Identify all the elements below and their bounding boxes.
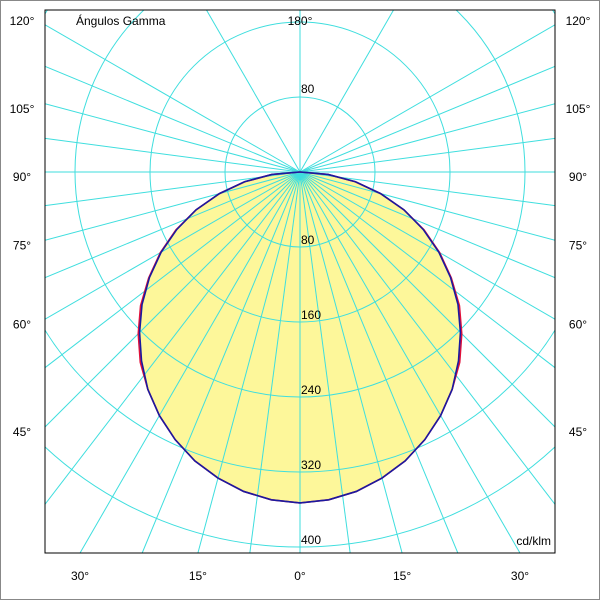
plot-border <box>44 9 556 554</box>
r-tick-label: 80 <box>301 82 315 96</box>
spoke-tick <box>45 171 301 320</box>
unit-label: cd/klm <box>516 534 551 548</box>
labels: 80 160 240 320 400 80 0° 15° 15° 30° 30° 45° 45° 60° 6… <box>10 14 591 583</box>
angle-tick-label: 180° <box>288 14 313 28</box>
spoke-tick <box>197 171 301 553</box>
angle-tick-label: 15° <box>189 569 207 583</box>
r-tick-label: 160 <box>301 308 321 322</box>
angle-tick-label: 75° <box>13 238 31 252</box>
intensity-curve <box>138 171 301 504</box>
curves <box>137 171 463 504</box>
r-tick-label: 320 <box>301 458 321 472</box>
spoke <box>299 10 394 173</box>
r-tick-label: 400 <box>301 533 321 547</box>
spoke <box>45 137 301 173</box>
angle-tick-label: 30° <box>71 569 89 583</box>
angle-tick-label: 0° <box>294 569 306 583</box>
intensity-curve <box>299 171 462 504</box>
angle-tick-label: 120° <box>566 14 591 28</box>
angle-tick-label: 90° <box>13 170 31 184</box>
spoke-tick <box>299 103 555 173</box>
spoke <box>141 171 301 553</box>
spoke-tick <box>45 171 301 241</box>
spoke <box>45 171 301 279</box>
spoke-tick <box>45 171 301 428</box>
spoke-tick <box>45 24 301 173</box>
spoke <box>299 65 555 173</box>
spoke <box>45 65 301 173</box>
spoke <box>206 10 301 173</box>
angle-tick-label: 60° <box>13 317 31 331</box>
spoke-tick <box>299 171 555 241</box>
spoke <box>45 171 301 369</box>
spoke <box>299 171 555 369</box>
spoke <box>299 137 555 173</box>
spoke-tick <box>299 171 521 553</box>
spoke <box>299 171 459 553</box>
angle-tick-label: 105° <box>10 102 35 116</box>
r-tick-label: 80 <box>301 233 315 247</box>
angle-tick-label: 105° <box>566 102 591 116</box>
angle-tick-label: 75° <box>569 238 587 252</box>
spoke-tick <box>79 171 301 553</box>
spoke <box>45 171 301 505</box>
angle-tick-label: 45° <box>569 425 587 439</box>
spoke <box>299 171 351 553</box>
spoke-tick <box>299 171 403 553</box>
spoke <box>299 171 555 279</box>
chart-title: Ángulos Gamma <box>76 13 166 28</box>
spoke <box>249 171 301 553</box>
angle-tick-label: 120° <box>10 14 35 28</box>
spoke <box>299 171 555 505</box>
spoke-tick <box>299 171 555 428</box>
spoke-tick <box>299 24 555 173</box>
angle-tick-label: 30° <box>511 569 529 583</box>
r-tick-label: 240 <box>301 383 321 397</box>
spoke-tick <box>45 103 301 173</box>
angle-tick-label: 90° <box>569 170 587 184</box>
grid <box>45 10 555 553</box>
angle-tick-label: 15° <box>393 569 411 583</box>
angle-tick-label: 60° <box>569 317 587 331</box>
angle-tick-label: 45° <box>13 425 31 439</box>
spoke-tick <box>299 171 555 320</box>
